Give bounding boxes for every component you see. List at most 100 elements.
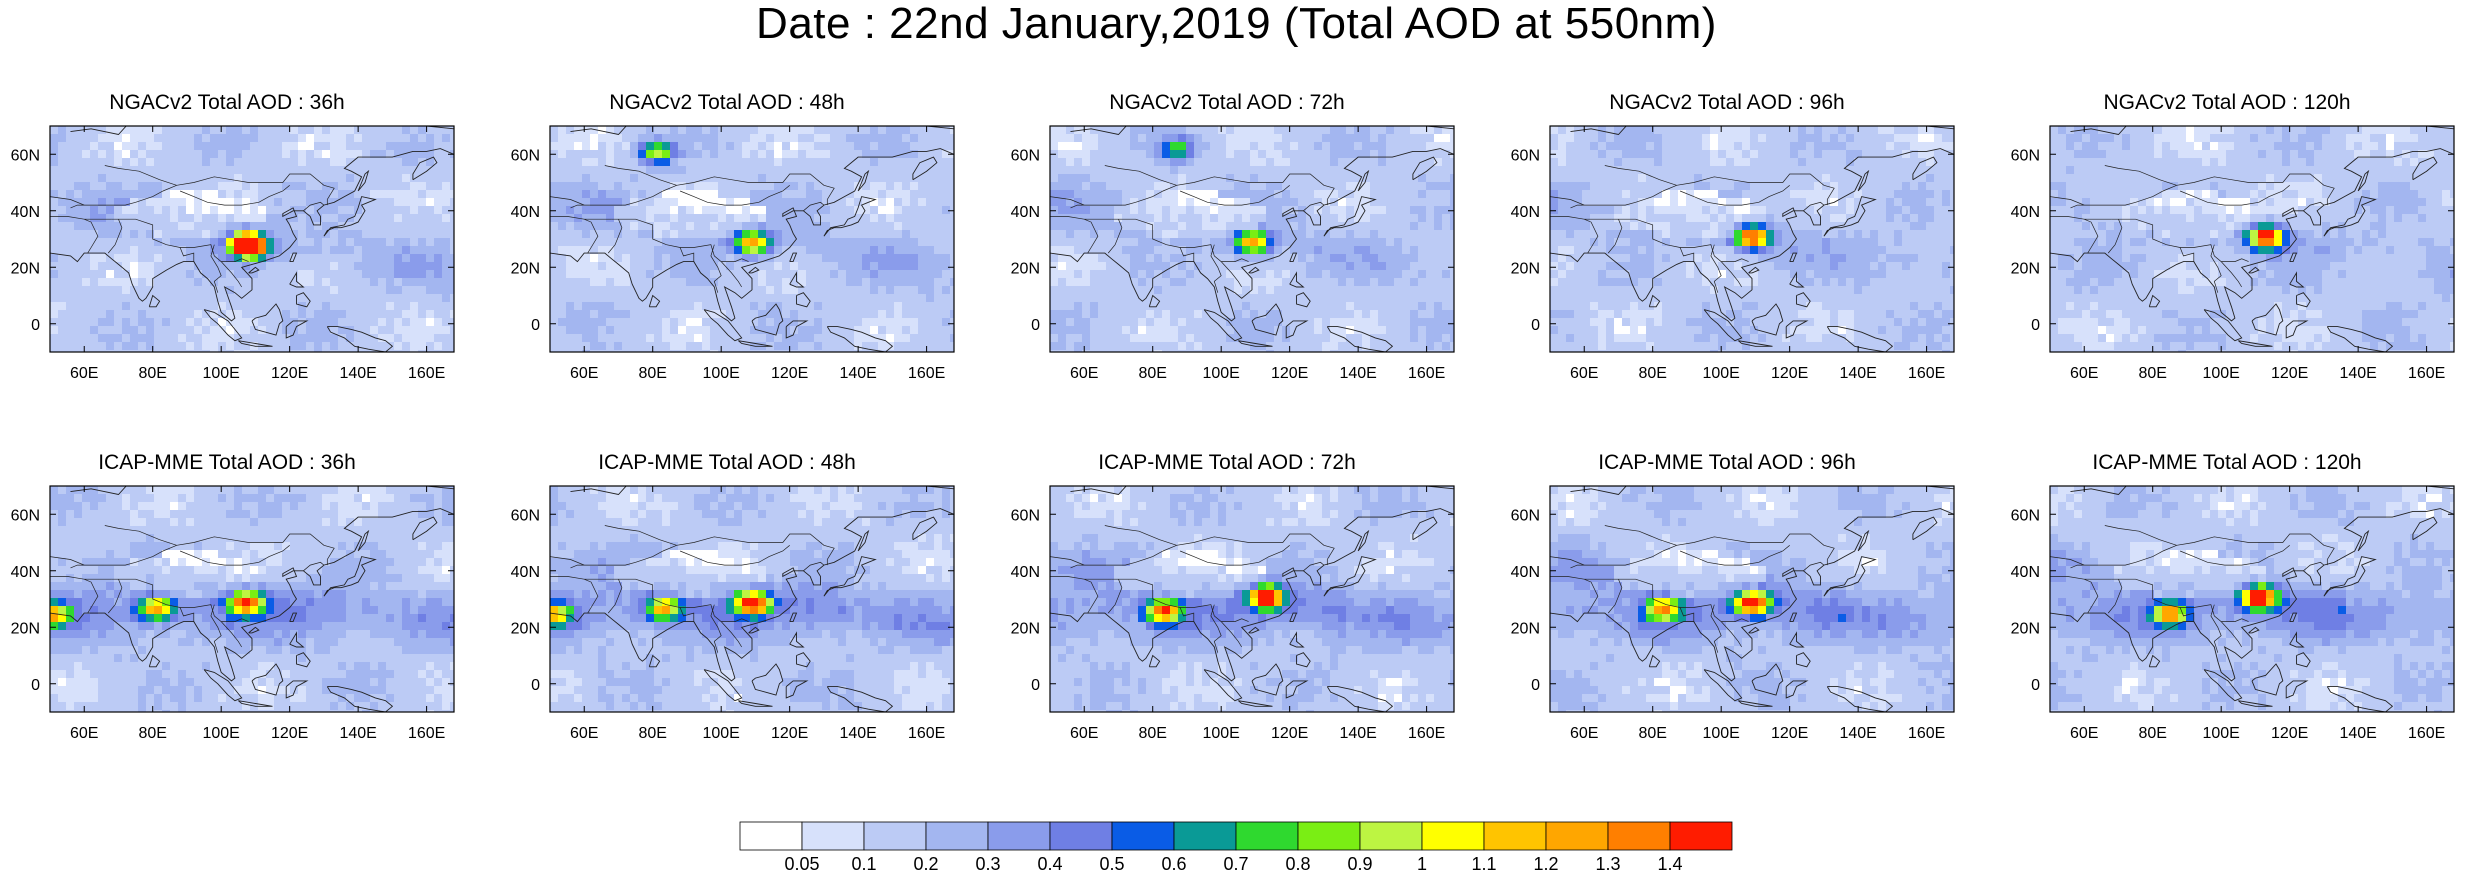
coastline: [2238, 700, 2273, 707]
lat-tick-label: 40N: [511, 204, 540, 221]
country-border: [1679, 545, 1790, 566]
lat-tick-label: 0: [2031, 677, 2040, 694]
lat-tick-label: 0: [531, 677, 540, 694]
lat-tick-label: 0: [31, 677, 40, 694]
lon-tick-label: 80E: [138, 725, 166, 742]
coastline: [1826, 686, 1894, 712]
coastline: [1857, 529, 1870, 552]
country-border: [1550, 173, 1835, 206]
lat-tick-label: 0: [31, 317, 40, 334]
coastline: [2357, 529, 2370, 552]
lon-tick-label: 80E: [1138, 725, 1166, 742]
country-border: [50, 173, 335, 206]
country-border: [1720, 261, 1742, 288]
country-border: [679, 185, 790, 206]
country-border: [179, 247, 195, 262]
aod-field: [1550, 126, 1954, 352]
country-border: [2179, 545, 2290, 566]
coastline: [1285, 320, 1309, 339]
coastline: [2070, 486, 2454, 495]
lon-tick-label: 60E: [2070, 365, 2098, 382]
aod-field: [50, 486, 454, 712]
coastline: [1748, 266, 1760, 274]
coastline: [751, 663, 784, 696]
country-border: [1107, 219, 1123, 254]
country-border: [1803, 201, 1825, 212]
colorbar-swatch: [1421, 821, 1485, 851]
coastline: [1203, 669, 1243, 702]
lat-tick-label: 60N: [511, 147, 540, 164]
lat-tick-label: 60N: [2011, 507, 2040, 524]
map-frame: [549, 485, 955, 713]
country-border: [1104, 525, 1177, 546]
country-border: [111, 218, 249, 262]
lat-tick-label: 60N: [1011, 507, 1040, 524]
lat-tick-label: 0: [1531, 677, 1540, 694]
lon-tick-label: 60E: [70, 365, 98, 382]
country-border: [2070, 564, 2085, 569]
country-border: [1584, 578, 1599, 614]
country-border: [1210, 244, 1222, 293]
coastline: [826, 686, 894, 712]
map-panel-ngacv2-36h: NGACv2 Total AOD : 36h 60E 80E 100E 120E 140E…: [0, 92, 480, 442]
country-border: [303, 201, 325, 212]
aod-field: [1050, 126, 1454, 352]
coastline: [1823, 556, 1877, 597]
coastlines: [2050, 126, 2454, 352]
coastline: [748, 266, 760, 274]
country-border: [1550, 216, 1612, 220]
coastline: [148, 294, 161, 308]
lon-tick-label: 120E: [271, 365, 308, 382]
lat-tick-label: 40N: [11, 564, 40, 581]
country-border: [584, 218, 599, 254]
coastline: [1789, 631, 1805, 648]
colorbar-swatch: [1669, 821, 1733, 851]
coastline: [1748, 626, 1760, 634]
coastline: [1912, 156, 1938, 181]
lat-tick-label: 40N: [11, 204, 40, 221]
coastline: [1412, 156, 1438, 181]
country-border: [111, 578, 249, 622]
country-border: [210, 604, 222, 653]
country-border: [2210, 244, 2222, 293]
coastline: [1826, 326, 1894, 352]
lon-tick-label: 80E: [638, 725, 666, 742]
coastline: [1070, 486, 1454, 495]
country-border: [50, 533, 335, 566]
coastline: [1796, 652, 1811, 668]
colorbar-label: 1.1: [1471, 854, 1496, 874]
lat-tick-label: 60N: [1511, 507, 1540, 524]
coastline: [326, 326, 394, 352]
aod-field: [1050, 486, 1454, 712]
lat-tick-label: 40N: [1511, 204, 1540, 221]
lon-tick-label: 100E: [2202, 365, 2239, 382]
aod-field: [1550, 486, 1954, 712]
country-border: [2050, 173, 2335, 206]
lat-tick-label: 60N: [1511, 147, 1540, 164]
country-border: [550, 533, 835, 566]
coastline: [1248, 266, 1260, 274]
coastline: [1703, 309, 1743, 342]
country-border: [1679, 185, 1790, 206]
lat-tick-label: 0: [1031, 317, 1040, 334]
country-border: [2179, 607, 2195, 622]
lat-tick-label: 20N: [1511, 620, 1540, 637]
panel-title: ICAP-MME Total AOD : 96h: [1598, 451, 1856, 474]
coastline: [2050, 148, 2454, 322]
map-frame: [1549, 485, 1955, 713]
lon-tick-label: 100E: [1702, 725, 1739, 742]
coastline: [296, 652, 311, 668]
lat-tick-label: 60N: [2011, 147, 2040, 164]
coastline: [1251, 663, 1284, 696]
lon-tick-label: 160E: [2408, 365, 2445, 382]
country-border: [1570, 564, 1585, 569]
country-border: [679, 607, 695, 622]
coastline: [412, 156, 438, 181]
country-border: [1111, 578, 1249, 622]
coastline: [248, 626, 260, 634]
coastline: [289, 612, 298, 623]
country-border: [1220, 261, 1242, 288]
lon-tick-label: 80E: [1638, 725, 1666, 742]
country-border: [107, 579, 123, 614]
country-border: [1679, 607, 1695, 622]
